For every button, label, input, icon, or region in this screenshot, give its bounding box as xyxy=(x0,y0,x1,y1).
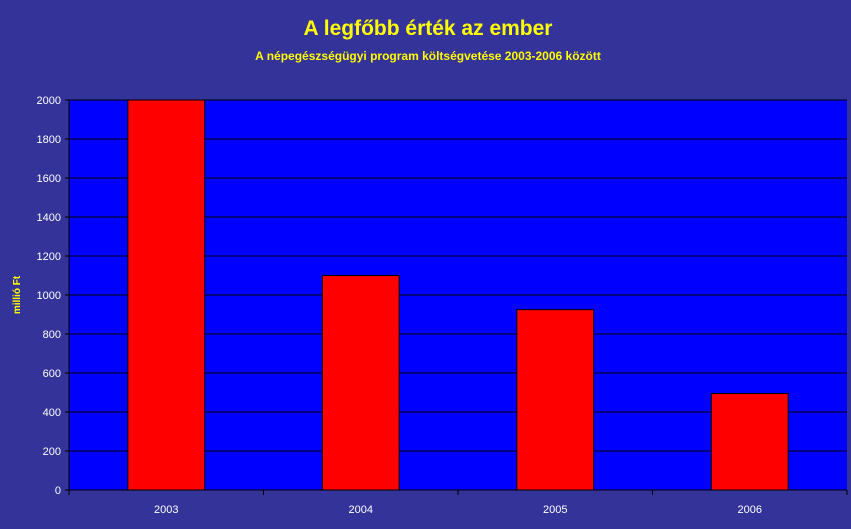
x-tick-label: 2006 xyxy=(738,504,762,516)
y-tick-label: 1800 xyxy=(37,134,61,146)
bar-2003 xyxy=(127,99,206,491)
y-tick-label: 0 xyxy=(55,485,61,497)
y-tick-label: 800 xyxy=(43,329,61,341)
bars xyxy=(127,99,789,491)
y-tick-label: 1200 xyxy=(37,251,61,263)
y-tick-label: 1600 xyxy=(37,173,61,185)
chart-subtitle: A népegészségügyi program költségvetése … xyxy=(255,49,601,63)
x-tick-labels: 2003 2004 2005 2006 xyxy=(154,504,762,516)
y-tick-label: 400 xyxy=(43,407,61,419)
y-tick-label: 1000 xyxy=(37,290,61,302)
bar-2005 xyxy=(516,309,595,491)
y-axis-label: millió Ft xyxy=(12,275,23,314)
y-tick-labels: 0 200 400 600 800 1000 1200 1400 1600 1800 2000 xyxy=(37,95,61,497)
y-tick-label: 2000 xyxy=(37,95,61,107)
y-tick-label: 600 xyxy=(43,368,61,380)
x-tick-label: 2003 xyxy=(154,504,178,516)
x-tick-label: 2005 xyxy=(543,504,567,516)
x-tick-label: 2004 xyxy=(349,504,373,516)
chart-title: A legfőbb érték az ember xyxy=(304,17,553,40)
bar-2006 xyxy=(710,392,789,491)
y-tick-label: 200 xyxy=(43,446,61,458)
axes xyxy=(65,99,848,495)
y-tick-label: 1400 xyxy=(37,212,61,224)
bar-2004 xyxy=(321,275,400,491)
